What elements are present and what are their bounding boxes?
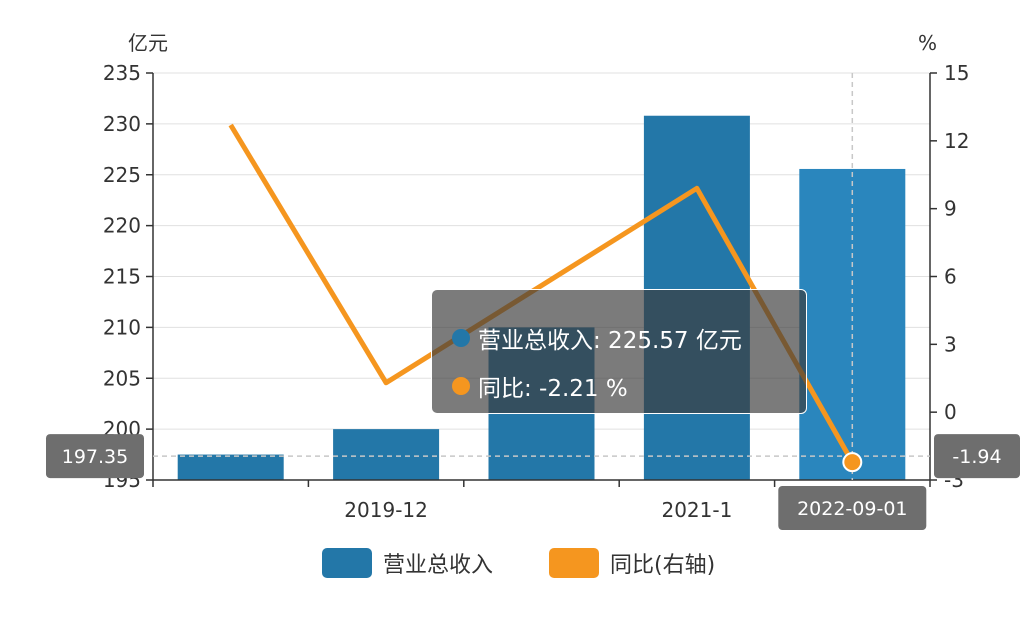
legend[interactable]: 营业总收入 同比(右轴): [322, 548, 715, 578]
left-pointer-label-box: [46, 434, 144, 479]
right-axis-unit: %: [918, 31, 937, 55]
left-axis-unit: 亿元: [128, 31, 168, 55]
tooltip-text-revenue: 营业总收入: 225.57 亿元: [478, 328, 742, 354]
right-tick-label: 9: [944, 197, 957, 221]
tooltip-marker-revenue: [452, 329, 470, 347]
tooltip-row-yoy: 同比: -2.21 %: [452, 362, 806, 410]
left-tick-label: 230: [103, 112, 141, 136]
left-tick-label: 215: [103, 265, 141, 289]
axis-pointer-labels: 197.35 -1.94 2022-09-01: [46, 434, 1020, 530]
legend-label: 营业总收入: [383, 553, 493, 578]
left-pointer-label-text: 197.35: [62, 446, 128, 468]
right-tick-label: 3: [944, 332, 957, 356]
left-tick-label: 210: [103, 315, 141, 339]
legend-item[interactable]: 同比(右轴): [549, 548, 715, 578]
x-pointer-label-text: 2022-09-01: [797, 498, 907, 520]
x-pointer-label-box: [778, 486, 927, 530]
legend-label: 同比(右轴): [610, 553, 715, 578]
legend-swatch: [322, 548, 372, 578]
left-tick-label: 225: [103, 163, 141, 187]
tooltip-text-yoy: 同比: -2.21 %: [478, 376, 628, 402]
right-tick-label: 0: [944, 400, 957, 424]
crosshair: [153, 73, 930, 480]
bar[interactable]: [177, 454, 284, 480]
right-tick-label: 12: [944, 129, 969, 153]
right-tick-label: 15: [944, 61, 969, 85]
tooltip: 营业总收入: 225.57 亿元 同比: -2.21 %: [431, 289, 807, 414]
right-pointer-label-box: [934, 434, 1020, 479]
left-tick-label: 235: [103, 61, 141, 85]
x-pointer-label: 2022-09-01: [778, 486, 927, 530]
left-tick-label: 205: [103, 366, 141, 390]
legend-swatch: [549, 548, 599, 578]
left-tick-label: 220: [103, 214, 141, 238]
yoy-highlight-point[interactable]: [842, 452, 863, 473]
left-pointer-label: 197.35: [46, 434, 144, 479]
tooltip-marker-yoy: [452, 377, 470, 395]
legend-item[interactable]: 营业总收入: [322, 548, 493, 578]
x-tick-label: 2021-1: [661, 498, 732, 522]
bar[interactable]: [333, 429, 440, 480]
right-pointer-label: -1.94: [934, 434, 1020, 479]
x-axis-ticks: 2019-12 2021-1: [152, 480, 931, 522]
x-tick-label: 2019-12: [344, 498, 428, 522]
tooltip-row-revenue: 营业总收入: 225.57 亿元: [452, 314, 806, 362]
right-tick-label: 6: [944, 265, 957, 289]
right-pointer-label-text: -1.94: [952, 446, 1001, 468]
